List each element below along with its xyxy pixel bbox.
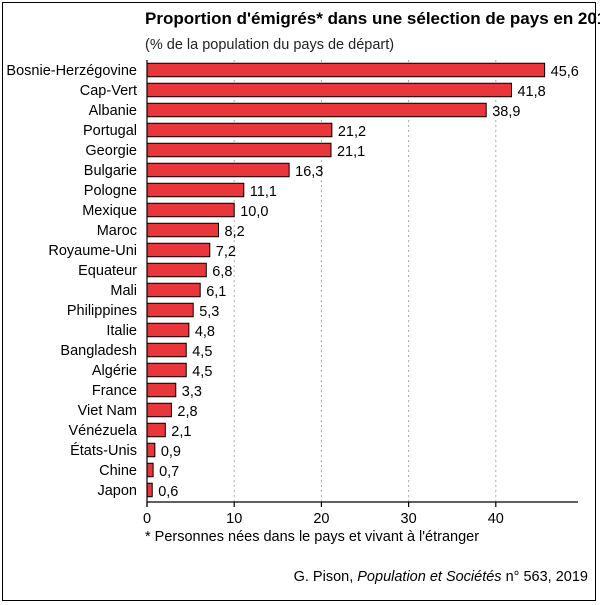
value-label: 10,0 <box>240 204 268 220</box>
category-label: Algérie <box>92 363 137 379</box>
value-label: 6,8 <box>212 264 232 280</box>
value-label: 4,8 <box>195 324 215 340</box>
value-label: 3,3 <box>182 384 202 400</box>
x-tick-label: 30 <box>401 511 417 527</box>
bar-0 <box>146 62 546 78</box>
value-label: 6,1 <box>206 284 226 300</box>
source-author: G. Pison, <box>293 569 358 585</box>
bar-5 <box>146 162 290 178</box>
category-label: Bosnie-Herzégovine <box>6 63 137 79</box>
category-label: Pologne <box>84 183 137 199</box>
category-label: Japon <box>97 483 137 499</box>
category-label: Maroc <box>97 223 137 239</box>
value-label: 4,5 <box>192 364 212 380</box>
bar-9 <box>146 242 211 258</box>
value-label: 41,8 <box>517 84 545 100</box>
category-label: Philippines <box>67 303 137 319</box>
source-publication: Population et Sociétés <box>357 569 502 585</box>
x-tick-label: 40 <box>488 511 504 527</box>
value-label: 16,3 <box>295 164 323 180</box>
value-label: 45,6 <box>551 64 579 80</box>
bar-12 <box>146 302 194 318</box>
bar-10 <box>146 262 207 278</box>
bar-7 <box>146 202 235 218</box>
bar-11 <box>146 282 201 298</box>
chart-subtitle: (% de la population du pays de départ) <box>145 37 395 53</box>
bar-16 <box>146 382 177 398</box>
category-label: États-Unis <box>70 442 137 459</box>
category-label: France <box>92 383 137 399</box>
bar-17 <box>146 402 172 418</box>
bar-18 <box>146 422 166 438</box>
footnote: * Personnes nées dans le pays et vivant … <box>145 529 480 545</box>
value-label: 4,5 <box>192 344 212 360</box>
category-label: Cap-Vert <box>80 83 137 99</box>
x-tick-label: 20 <box>313 511 329 527</box>
category-label: Vénézuela <box>68 423 137 439</box>
source-issue: n° 563, 2019 <box>501 569 588 585</box>
category-label: Italie <box>106 323 137 339</box>
bar-21 <box>146 482 153 498</box>
labels: Bosnie-Herzégovine 45,6 Cap-Vert 41,8 Albani… <box>6 63 578 500</box>
x-tick-label: 10 <box>226 511 242 527</box>
bar-1 <box>146 82 512 98</box>
category-label: Bulgarie <box>84 163 137 179</box>
x-tick-label: 0 <box>143 511 151 527</box>
source-credit: G. Pison, Population et Sociétés n° 563,… <box>294 569 588 585</box>
category-label: Mexique <box>82 203 137 219</box>
category-label: Royaume-Uni <box>48 243 137 259</box>
category-label: Bangladesh <box>60 343 137 359</box>
bar-6 <box>146 182 245 198</box>
chart-title: Proportion d'émigrés* dans une sélection… <box>145 9 600 28</box>
bar-14 <box>146 342 187 358</box>
grid-lines <box>233 60 497 502</box>
value-label: 7,2 <box>216 244 236 260</box>
bar-15 <box>146 362 187 378</box>
category-label: Viet Nam <box>78 403 137 419</box>
value-label: 8,2 <box>225 224 245 240</box>
bar-4 <box>146 142 332 158</box>
value-label: 0,6 <box>158 484 178 500</box>
bar-19 <box>146 442 156 458</box>
value-label: 0,7 <box>159 464 179 480</box>
bar-20 <box>146 462 154 478</box>
value-label: 21,1 <box>337 144 365 160</box>
category-label: Chine <box>99 463 137 479</box>
value-label: 5,3 <box>199 304 219 320</box>
category-label: Georgie <box>85 143 137 159</box>
category-label: Equateur <box>78 263 137 279</box>
category-label: Albanie <box>89 103 137 119</box>
category-label: Portugal <box>83 123 137 139</box>
value-label: 2,1 <box>171 424 191 440</box>
category-label: Mali <box>110 283 137 299</box>
axes: 0 10 20 30 40 <box>143 60 578 527</box>
bar-3 <box>146 122 333 138</box>
bar-13 <box>146 322 190 338</box>
value-label: 38,9 <box>492 104 520 120</box>
bar-2 <box>146 102 487 118</box>
value-label: 11,1 <box>250 184 277 200</box>
value-label: 21,2 <box>338 124 366 140</box>
value-label: 0,9 <box>161 444 181 460</box>
bar-8 <box>146 222 220 238</box>
value-label: 2,8 <box>177 404 197 420</box>
